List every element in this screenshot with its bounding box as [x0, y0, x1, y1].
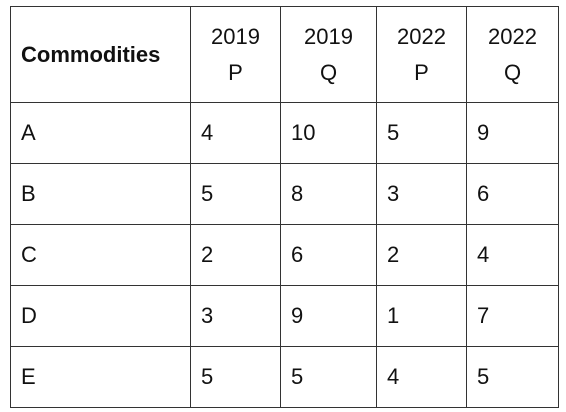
header-year: 2022: [397, 23, 446, 49]
header-2022-q: 2022 Q: [466, 6, 559, 103]
price-quantity-table-frame: Commodities 2019 P 2019 Q 2022 P 2022 Q: [10, 6, 559, 408]
header-type: Q: [503, 59, 522, 85]
value-cell: 1: [376, 285, 467, 347]
value-cell: 5: [376, 102, 467, 164]
value-cell: 2: [376, 224, 467, 286]
value-cell: 3: [190, 285, 281, 347]
header-2022-p: 2022 P: [376, 6, 467, 103]
value-cell: 4: [376, 346, 467, 408]
value-cell: 6: [466, 163, 559, 225]
commodities-table: Commodities 2019 P 2019 Q 2022 P 2022 Q: [10, 6, 559, 408]
value-cell: 6: [280, 224, 377, 286]
commodity-cell: E: [10, 346, 191, 408]
value-cell: 9: [280, 285, 377, 347]
header-2019-q: 2019 Q: [280, 6, 377, 103]
table-row: D 3 9 1 7: [10, 285, 559, 347]
value-cell: 7: [466, 285, 559, 347]
value-cell: 5: [190, 163, 281, 225]
header-type: P: [414, 59, 429, 85]
header-2019-p: 2019 P: [190, 6, 281, 103]
value-cell: 5: [280, 346, 377, 408]
table-row: A 4 10 5 9: [10, 102, 559, 164]
commodity-cell: B: [10, 163, 191, 225]
value-cell: 4: [190, 102, 281, 164]
commodity-cell: C: [10, 224, 191, 286]
header-type: P: [228, 59, 243, 85]
header-row: Commodities 2019 P 2019 Q 2022 P 2022 Q: [10, 6, 559, 103]
table-row: E 5 5 4 5: [10, 346, 559, 408]
header-year: 2022: [488, 23, 537, 49]
value-cell: 4: [466, 224, 559, 286]
header-type: Q: [319, 59, 338, 85]
value-cell: 8: [280, 163, 377, 225]
value-cell: 9: [466, 102, 559, 164]
header-commodities: Commodities: [10, 6, 191, 103]
value-cell: 3: [376, 163, 467, 225]
value-cell: 5: [190, 346, 281, 408]
table-row: B 5 8 3 6: [10, 163, 559, 225]
commodity-cell: A: [10, 102, 191, 164]
value-cell: 10: [280, 102, 377, 164]
table-row: C 2 6 2 4: [10, 224, 559, 286]
value-cell: 5: [466, 346, 559, 408]
header-year: 2019: [304, 23, 353, 49]
commodity-cell: D: [10, 285, 191, 347]
value-cell: 2: [190, 224, 281, 286]
header-year: 2019: [211, 23, 260, 49]
